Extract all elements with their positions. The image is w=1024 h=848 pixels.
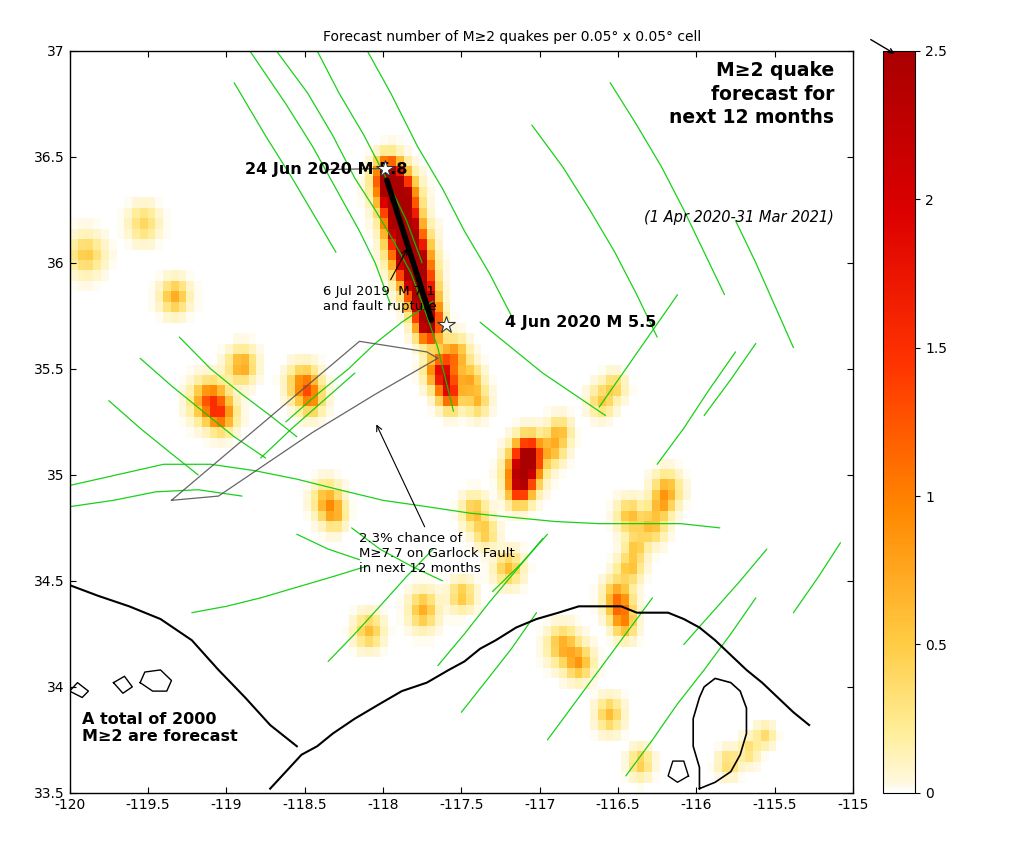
Text: (1 Apr 2020-31 Mar 2021): (1 Apr 2020-31 Mar 2021) xyxy=(644,210,835,225)
Text: M≥2 quake
forecast for
next 12 months: M≥2 quake forecast for next 12 months xyxy=(670,61,835,127)
Text: 4 Jun 2020 M 5.5: 4 Jun 2020 M 5.5 xyxy=(505,315,656,330)
Text: A total of 2000
M≥2 are forecast: A total of 2000 M≥2 are forecast xyxy=(82,711,238,745)
Text: 24 Jun 2020 M 5.8: 24 Jun 2020 M 5.8 xyxy=(245,162,408,177)
Text: 6 Jul 2019  M 7.1
and fault rupture: 6 Jul 2019 M 7.1 and fault rupture xyxy=(324,249,437,313)
Text: Forecast number of M≥2 quakes per 0.05° x 0.05° cell: Forecast number of M≥2 quakes per 0.05° … xyxy=(323,30,701,44)
Text: 2.3% chance of
M≥7.7 on Garlock Fault
in next 12 months: 2.3% chance of M≥7.7 on Garlock Fault in… xyxy=(359,426,515,575)
